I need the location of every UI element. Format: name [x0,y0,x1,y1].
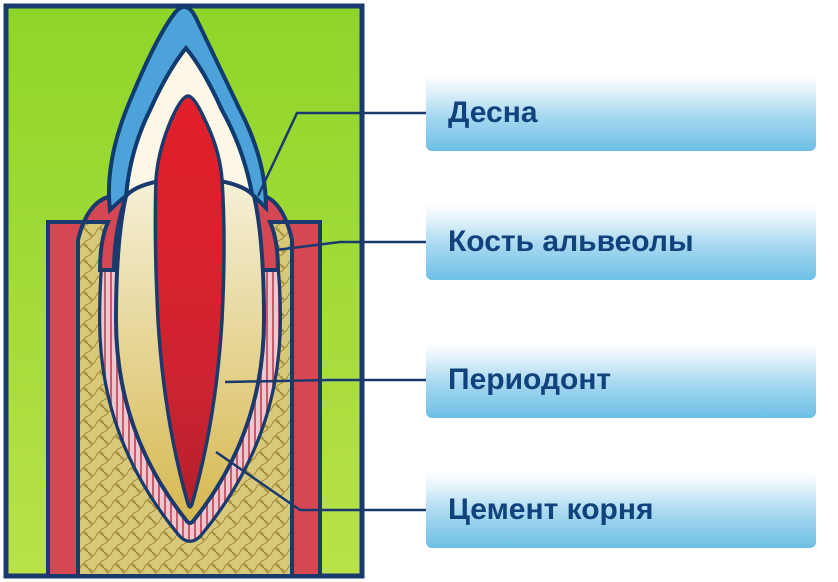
label-periodontium: Периодонт [426,342,816,418]
label-root-cementum-text: Цемент корня [448,493,654,527]
label-gum-text: Десна [448,96,538,130]
tooth-svg [0,0,368,582]
label-root-cementum: Цемент корня [426,472,816,548]
tooth-diagram-panel [0,0,368,582]
label-alveolar-bone-text: Кость альвеолы [448,225,694,259]
label-gum: Десна [426,75,816,151]
label-alveolar-bone: Кость альвеолы [426,204,816,280]
label-periodontium-text: Периодонт [448,363,611,397]
